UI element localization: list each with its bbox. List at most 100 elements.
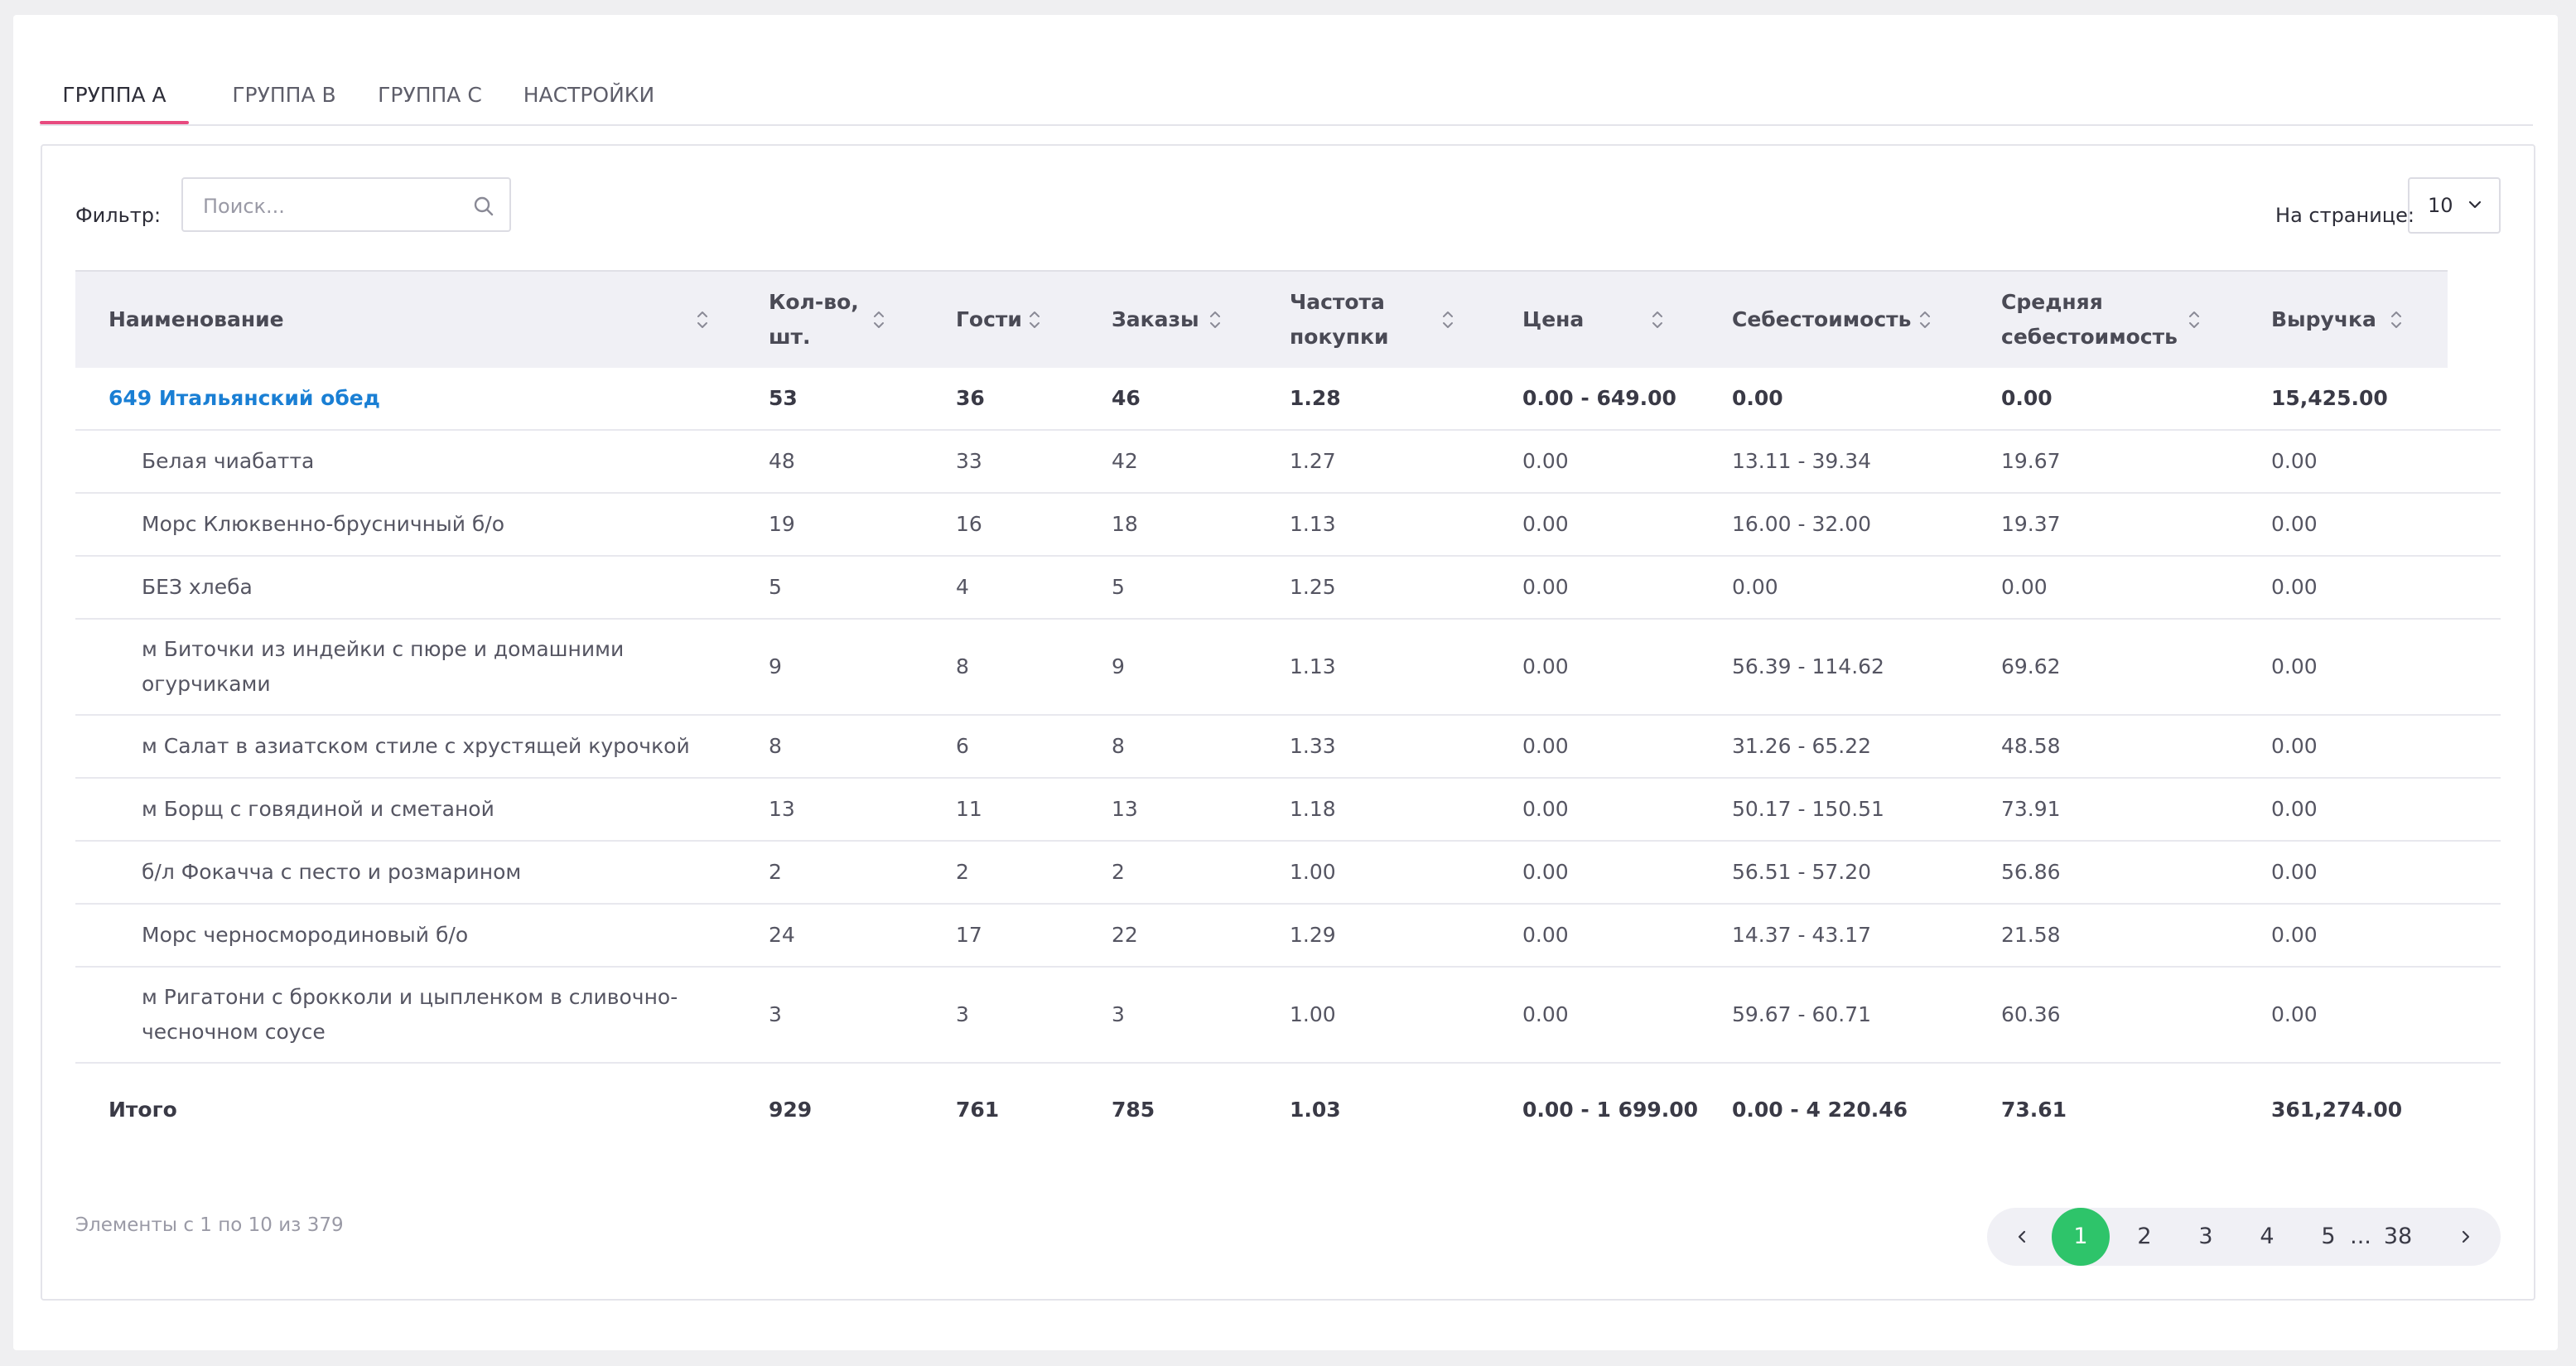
cell-quantity: 13 (769, 797, 795, 821)
cell-avg-cost: 56.86 (2001, 860, 2061, 884)
cell-price: 0.00 (1522, 860, 1569, 884)
chevron-left-icon[interactable] (2015, 1229, 2028, 1244)
cell-guests: 36 (956, 386, 985, 410)
search-input[interactable] (201, 189, 461, 224)
cell-guests: 761 (956, 1098, 1000, 1122)
cell-name: м Биточки из индейки с пюре и домашними … (142, 637, 625, 696)
table-row: м Борщ с говядиной и сметаной 13 11 13 1.18 0… (75, 779, 2501, 842)
column-header-price[interactable]: Цена (1522, 272, 1688, 368)
column-header-avg-cost[interactable]: Средняя себестоимость (2001, 272, 2225, 368)
cell-name: Морс черносмородиновый б/о (142, 923, 469, 947)
cell-guests: 6 (956, 734, 969, 758)
cell-price: 0.00 (1522, 734, 1569, 758)
cell-frequency: 1.29 (1290, 923, 1336, 947)
total-row: Итого 929 761 785 1.03 0.00 - 1 699.00 0.00 - … (75, 1064, 2501, 1156)
tab-group-b[interactable]: ГРУППА В (225, 68, 343, 123)
sort-icon[interactable] (1027, 308, 1042, 331)
cell-quantity: 53 (769, 386, 798, 410)
cell-avg-cost: 0.00 (2001, 575, 2048, 599)
column-header-guests[interactable]: Гости (956, 272, 1088, 368)
cell-orders: 785 (1112, 1098, 1155, 1122)
chevron-right-icon[interactable] (2459, 1229, 2472, 1244)
sort-icon[interactable] (2187, 308, 2202, 331)
active-tab-indicator (40, 121, 189, 124)
cell-orders: 22 (1112, 923, 1138, 947)
pagination: 1 2 3 4 5 ... 38 (1987, 1208, 2501, 1266)
sort-icon[interactable] (871, 308, 886, 331)
cell-revenue: 15,425.00 (2271, 386, 2388, 410)
search-icon[interactable] (473, 195, 494, 217)
cell-price: 0.00 (1522, 797, 1569, 821)
per-page-select[interactable]: 10 (2408, 177, 2501, 234)
cell-guests: 3 (956, 1002, 969, 1026)
cell-revenue: 0.00 (2271, 797, 2318, 821)
cell-avg-cost: 48.58 (2001, 734, 2061, 758)
sort-icon[interactable] (1208, 308, 1223, 331)
cell-frequency: 1.03 (1290, 1098, 1341, 1122)
report-panel: Фильтр: На странице: 10 Наименование (41, 144, 2535, 1301)
filter-label: Фильтр: (75, 204, 162, 227)
page-button-4[interactable]: 4 (2260, 1224, 2275, 1249)
tab-label: ГРУППА С (378, 83, 482, 107)
sort-icon[interactable] (1440, 308, 1455, 331)
pagination-status: Элементы с 1 по 10 из 379 (75, 1214, 344, 1236)
cell-frequency: 1.27 (1290, 449, 1336, 473)
cell-orders: 46 (1112, 386, 1141, 410)
cell-orders: 13 (1112, 797, 1138, 821)
tab-bar: ГРУППА А ГРУППА В ГРУППА С НАСТРОЙКИ (40, 68, 2533, 126)
sort-icon[interactable] (1650, 308, 1665, 331)
cell-revenue: 361,274.00 (2271, 1098, 2403, 1122)
tab-settings[interactable]: НАСТРОЙКИ (519, 68, 659, 123)
cell-price: 0.00 - 649.00 (1522, 386, 1676, 410)
cell-name[interactable]: 649 Итальянский обед (109, 386, 380, 410)
cell-revenue: 0.00 (2271, 449, 2318, 473)
column-header-cost[interactable]: Себестоимость (1732, 272, 1972, 368)
tab-label: ГРУППА В (232, 83, 336, 107)
cell-name: м Ригатони с брокколи и цыпленком в слив… (142, 985, 678, 1044)
table-row: м Биточки из индейки с пюре и домашними … (75, 620, 2501, 716)
cell-quantity: 2 (769, 860, 782, 884)
cell-name: Белая чиабатта (142, 449, 315, 473)
column-header-revenue[interactable]: Выручка (2271, 272, 2437, 368)
cell-name: Итого (109, 1098, 177, 1122)
cell-guests: 17 (956, 923, 982, 947)
tab-group-c[interactable]: ГРУППА С (371, 68, 489, 123)
table-row: б/л Фокачча с песто и розмарином 2 2 2 1.00 0… (75, 842, 2501, 905)
cell-frequency: 1.00 (1290, 1002, 1336, 1026)
page-button-last[interactable]: 38 (2383, 1224, 2413, 1249)
page-button-1[interactable]: 1 (2052, 1208, 2110, 1266)
cell-revenue: 0.00 (2271, 512, 2318, 536)
table-row: Белая чиабатта 48 33 42 1.27 0.00 13.11 - 39.3… (75, 431, 2501, 494)
cell-quantity: 9 (769, 654, 782, 678)
sort-icon[interactable] (1918, 308, 1932, 331)
cell-price: 0.00 (1522, 449, 1569, 473)
column-header-quantity[interactable]: Кол-во, шт. (769, 272, 934, 368)
cell-frequency: 1.13 (1290, 654, 1336, 678)
cell-orders: 3 (1112, 1002, 1125, 1026)
sort-icon[interactable] (695, 308, 710, 331)
page-button-2[interactable]: 2 (2137, 1224, 2152, 1249)
per-page-value: 10 (2428, 194, 2453, 217)
cell-orders: 18 (1112, 512, 1138, 536)
cell-price: 0.00 (1522, 575, 1569, 599)
column-header-frequency[interactable]: Частота покупки (1290, 272, 1488, 368)
cell-name: м Борщ с говядиной и сметаной (142, 797, 494, 821)
cell-revenue: 0.00 (2271, 734, 2318, 758)
cell-cost: 0.00 (1732, 386, 1783, 410)
cell-cost: 0.00 (1732, 575, 1778, 599)
cell-price: 0.00 - 1 699.00 (1522, 1098, 1699, 1122)
column-header-orders[interactable]: Заказы (1112, 272, 1261, 368)
page-button-5[interactable]: 5 (2321, 1224, 2336, 1249)
table-row: БЕЗ хлеба 5 4 5 1.25 0.00 0.00 0.00 0.00 (75, 557, 2501, 620)
table-header: Наименование Кол-во, шт. Гости (75, 270, 2448, 368)
cell-quantity: 48 (769, 449, 795, 473)
chevron-down-icon (2468, 200, 2482, 209)
cell-quantity: 24 (769, 923, 795, 947)
column-header-name[interactable]: Наименование (109, 272, 707, 368)
tab-group-a[interactable]: ГРУППА А (40, 68, 189, 124)
sort-icon[interactable] (2389, 308, 2404, 331)
page-button-3[interactable]: 3 (2198, 1224, 2213, 1249)
cell-price: 0.00 (1522, 1002, 1569, 1026)
tab-label: НАСТРОЙКИ (523, 83, 655, 107)
cell-frequency: 1.00 (1290, 860, 1336, 884)
